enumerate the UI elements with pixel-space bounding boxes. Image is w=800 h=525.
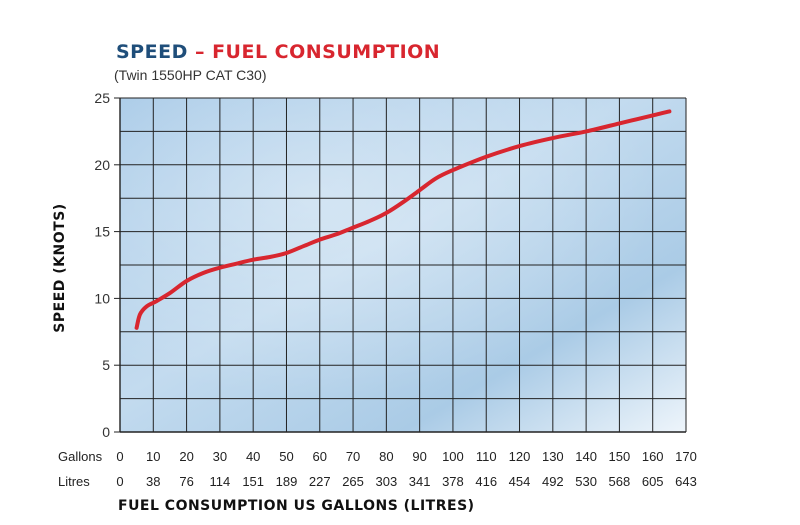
x-tick-label-gallons: 50 xyxy=(279,449,293,464)
x-tick-label-gallons: 150 xyxy=(609,449,631,464)
x-tick-label-gallons: 140 xyxy=(575,449,597,464)
x-tick-label-gallons: 10 xyxy=(146,449,160,464)
x-tick-label-litres: 416 xyxy=(475,474,497,489)
x-tick-label-gallons: 20 xyxy=(179,449,193,464)
x-tick-label-litres: 643 xyxy=(675,474,697,489)
x-tick-label-litres: 605 xyxy=(642,474,664,489)
x-tick-label-gallons: 130 xyxy=(542,449,564,464)
y-tick-label: 0 xyxy=(102,424,110,440)
x-tick-label-litres: 303 xyxy=(376,474,398,489)
x-tick-label-gallons: 90 xyxy=(412,449,426,464)
y-axis-title: SPEED (KNOTS) xyxy=(52,203,68,332)
y-tick-label: 25 xyxy=(94,90,110,106)
x-tick-label-gallons: 30 xyxy=(213,449,227,464)
chart-title: SPEED – FUEL CONSUMPTION xyxy=(116,41,440,63)
x-tick-label-litres: 114 xyxy=(210,474,231,489)
x-tick-label-litres: 0 xyxy=(116,474,123,489)
x-tick-label-gallons: 40 xyxy=(246,449,260,464)
x-row-label-litres: Litres xyxy=(58,474,90,489)
y-tick-label: 5 xyxy=(102,357,110,373)
x-tick-label-litres: 378 xyxy=(442,474,464,489)
y-tick-label: 10 xyxy=(94,290,110,306)
x-tick-label-gallons: 70 xyxy=(346,449,360,464)
x-tick-label-litres: 454 xyxy=(509,474,531,489)
title-speed: SPEED xyxy=(116,41,188,63)
x-tick-label-gallons: 120 xyxy=(509,449,531,464)
x-tick-label-litres: 227 xyxy=(309,474,331,489)
title-fuel-consumption: FUEL CONSUMPTION xyxy=(212,41,441,63)
x-axis-title: FUEL CONSUMPTION US GALLONS (LITRES) xyxy=(118,498,475,514)
x-tick-label-gallons: 110 xyxy=(476,449,497,464)
x-row-label-gallons: Gallons xyxy=(58,449,103,464)
y-tick-label: 15 xyxy=(94,224,110,240)
speed-curve xyxy=(134,109,672,330)
x-tick-label-litres: 189 xyxy=(276,474,298,489)
x-tick-label-gallons: 170 xyxy=(675,449,697,464)
x-tick-label-litres: 530 xyxy=(575,474,597,489)
x-tick-label-litres: 341 xyxy=(409,474,431,489)
x-tick-label-litres: 265 xyxy=(342,474,364,489)
x-tick-label-gallons: 60 xyxy=(313,449,327,464)
title-dash: – xyxy=(187,41,213,63)
x-tick-label-litres: 568 xyxy=(609,474,631,489)
y-tick-label: 20 xyxy=(94,157,110,173)
x-tick-label-gallons: 80 xyxy=(379,449,393,464)
x-tick-label-litres: 76 xyxy=(179,474,193,489)
x-tick-label-litres: 38 xyxy=(146,474,160,489)
x-tick-label-litres: 492 xyxy=(542,474,564,489)
x-tick-label-gallons: 0 xyxy=(116,449,123,464)
chart-subtitle: (Twin 1550HP CAT C30) xyxy=(114,67,267,83)
x-tick-label-gallons: 160 xyxy=(642,449,664,464)
x-tick-label-litres: 151 xyxy=(242,474,264,489)
x-tick-label-gallons: 100 xyxy=(442,449,464,464)
